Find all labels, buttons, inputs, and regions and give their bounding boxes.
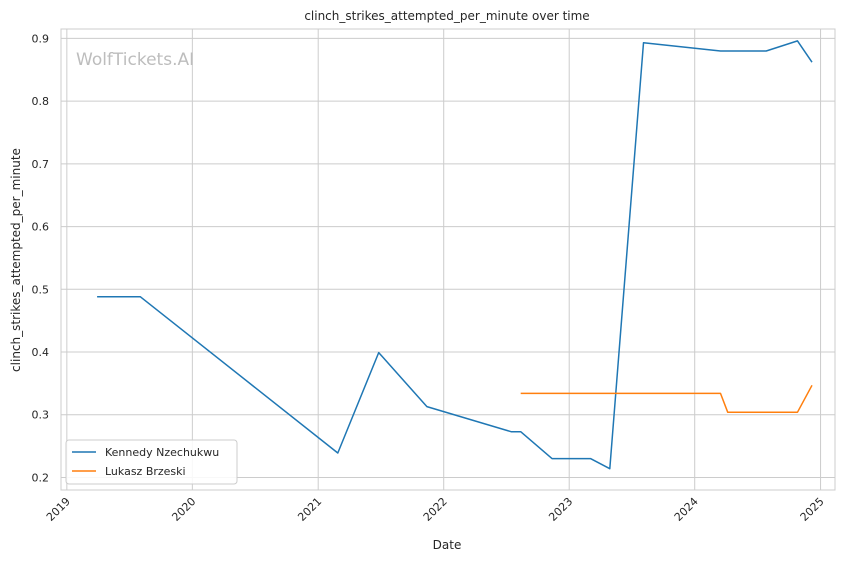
legend-label-kennedy-nzechukwu: Kennedy Nzechukwu	[105, 446, 219, 459]
y-tick-label: 0.9	[32, 32, 50, 45]
data-point-kennedy-nzechukwu	[336, 451, 339, 454]
y-tick-label: 0.4	[32, 346, 50, 359]
plot-frame	[60, 28, 836, 491]
series-line-kennedy-nzechukwu	[97, 40, 813, 470]
data-point-kennedy-nzechukwu	[519, 430, 522, 433]
data-point-lukasz-brzeski	[719, 392, 722, 395]
data-point-kennedy-nzechukwu	[589, 457, 592, 460]
y-tick-label: 0.2	[32, 471, 50, 484]
y-tick-label: 0.5	[32, 283, 50, 296]
data-point-kennedy-nzechukwu	[719, 49, 722, 52]
series-line-lukasz-brzeski	[520, 384, 813, 413]
data-point-lukasz-brzeski	[519, 392, 522, 395]
data-point-kennedy-nzechukwu	[425, 405, 428, 408]
y-tick-label: 0.7	[32, 158, 50, 171]
data-point-lukasz-brzeski	[726, 411, 729, 414]
data-point-kennedy-nzechukwu	[96, 295, 99, 298]
data-point-lukasz-brzeski	[796, 411, 799, 414]
y-tick-labels: 0.2 0.3 0.4 0.5 0.6 0.7 0.8 0.9	[32, 32, 50, 484]
y-tick-label: 0.6	[32, 221, 50, 234]
legend-label-lukasz-brzeski: Lukasz Brzeski	[105, 465, 186, 478]
data-point-kennedy-nzechukwu	[608, 467, 611, 470]
data-point-kennedy-nzechukwu	[139, 295, 142, 298]
data-point-kennedy-nzechukwu	[810, 61, 813, 64]
data-point-lukasz-brzeski	[810, 384, 813, 387]
x-axis-label: Date	[433, 538, 462, 552]
chart-title: clinch_strikes_attempted_per_minute over…	[304, 9, 589, 23]
data-point-kennedy-nzechukwu	[765, 49, 768, 52]
watermark: WolfTickets.AI	[76, 50, 194, 70]
legend: Kennedy Nzechukwu Lukasz Brzeski	[65, 439, 238, 485]
data-point-kennedy-nzechukwu	[551, 457, 554, 460]
data-point-kennedy-nzechukwu	[642, 41, 645, 44]
data-point-kennedy-nzechukwu	[796, 39, 799, 42]
series-layer	[96, 39, 813, 470]
data-point-kennedy-nzechukwu	[377, 351, 380, 354]
legend-box	[65, 439, 238, 485]
y-tick-label: 0.3	[32, 409, 50, 422]
data-point-kennedy-nzechukwu	[510, 430, 513, 433]
y-tick-label: 0.8	[32, 95, 50, 108]
y-axis-label: clinch_strikes_attempted_per_minute	[9, 148, 23, 372]
